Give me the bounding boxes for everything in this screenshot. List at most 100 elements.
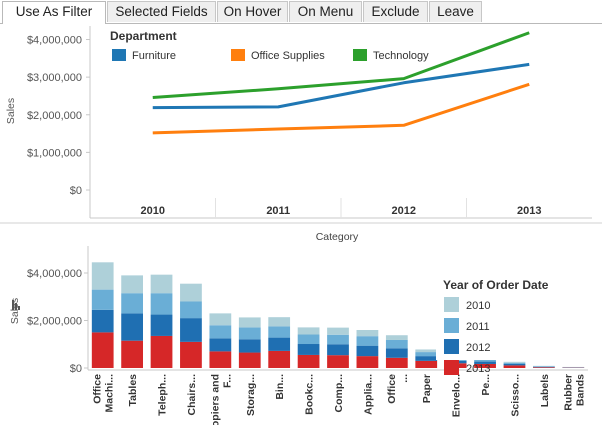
y-axis-label: Sales [5,98,17,124]
x-tick-label: Tables [127,374,139,407]
stacked-bar-chart[interactable]: Category $0 $2,000,000 $4,000,000 Sales Offic… [0,224,602,425]
bar-segment-2010 [415,349,438,353]
bar-segment-2013 [209,351,232,368]
bar-chart-icon-bar [12,300,14,310]
line-chart[interactable]: $0 $1,000,000 $2,000,000 $3,000,000 $4,000,0… [0,24,602,224]
bar-segment-2012 [268,337,291,351]
dashboard: $0 $1,000,000 $2,000,000 $3,000,000 $4,000,0… [0,24,602,425]
bar-segment-2010 [503,361,526,363]
y-tick-label: $0 [70,363,82,375]
bar-segment-2013 [121,340,143,368]
bar-segment-2010 [180,283,202,302]
bar-segment-2013 [385,357,408,368]
bar-segment-2013 [356,356,379,368]
bar-segment-2011 [297,334,320,345]
x-axis-title: Category [316,231,359,243]
x-tick-label: Pe... [480,374,492,396]
legend-swatch [353,49,367,61]
series-line-office-supplies [152,82,530,135]
bar-segment-2012 [121,313,143,341]
tab-use-as-filter[interactable]: Use As Filter [2,1,106,24]
bar-segment-2012 [503,363,526,366]
bar-segment-2011 [150,293,173,315]
bar-segment-2011 [327,334,349,345]
legend-item: 2011 [466,321,490,333]
bar-segment-2010 [238,317,261,328]
bar-segment-2013 [268,350,291,368]
tab-selected-fields[interactable]: Selected Fields [107,1,216,22]
x-tick-label: Labels [539,374,551,407]
bar-segment-2011 [356,336,379,346]
legend-bg [436,274,586,360]
x-tick-label: Applia... [362,374,374,415]
tab-bar: Use As Filter Selected Fields On Hover O… [0,0,602,24]
x-tick-label: Envelo... [451,374,463,417]
bar-chart-icon-bar [18,306,20,310]
tab-exclude[interactable]: Exclude [363,1,428,22]
bar-segment-2013 [238,352,261,368]
bar-segment-2011 [503,362,526,364]
x-tick-label: RubberBands [562,374,586,411]
bar-segment-2013 [503,365,526,368]
bar-segment-2012 [297,344,320,355]
tab-on-menu[interactable]: On Menu [289,1,362,22]
legend-swatch [444,360,459,375]
legend-item: 2013 [466,363,490,375]
x-tick-label: Scisso... [509,374,521,417]
bar-segment-2010 [150,274,173,294]
x-tick-label: 2011 [266,205,290,217]
bar-segment-2011 [474,359,496,362]
legend-swatch [444,318,459,333]
x-tick-label: Teleph... [157,374,169,416]
bar-segment-2010 [91,262,114,290]
legend-item: 2012 [466,342,490,354]
bar-segment-2012 [150,314,173,336]
x-tick-label: Chairs... [186,374,198,416]
bar-segment-2011 [121,293,143,314]
y-tick-label: $3,000,000 [27,72,82,84]
bar-segment-2012 [356,345,379,357]
bar-chart-icon [12,300,20,310]
series-line-furniture [152,62,530,110]
bar-segment-2012 [533,366,555,368]
bar-segment-2011 [268,326,291,338]
bar-segment-2013 [91,332,114,368]
bar-segment-2012 [327,344,349,356]
y-tick-label: $0 [70,185,82,197]
bar-segment-2011 [209,325,232,339]
x-tick-label: Storag... [245,374,257,416]
bar-segment-2010 [121,275,143,294]
bar-segment-2010 [356,330,379,337]
bar-segment-2011 [91,289,114,310]
bar-chart-icon-bar [15,303,17,310]
y-tick-label: $4,000,000 [27,268,82,280]
bar-segment-2010 [268,317,291,327]
bar-segment-2010 [385,335,408,340]
bar-segment-2011 [415,352,438,357]
tab-leave[interactable]: Leave [429,1,482,22]
legend-item: Furniture [132,50,176,62]
legend-item: 2010 [466,300,490,312]
tab-on-hover[interactable]: On Hover [217,1,288,22]
x-tick-label: Paper [421,374,433,403]
bar-segment-2013 [474,363,496,368]
y-tick-label: $2,000,000 [27,316,82,328]
legend-title: Department [110,29,177,43]
bar-segment-2011 [238,327,261,340]
legend-swatch [444,297,459,312]
x-tick-label: Bookc... [304,374,316,415]
bar-segment-2012 [91,309,114,333]
bar-segment-2010 [327,327,349,335]
x-tick-label: OfficeMachi... [92,374,116,413]
legend-item: Technology [373,50,429,62]
bar-segment-2013 [327,355,349,368]
x-tick-label: 2012 [392,205,416,217]
bar-segment-2012 [385,348,408,358]
legend-swatch [444,339,459,354]
y-tick-label: $1,000,000 [27,147,82,159]
bar-segment-2013 [180,341,202,368]
bar-segment-2013 [415,360,438,368]
legend-title: Year of Order Date [443,278,549,292]
x-tick-label: Office... [386,374,410,404]
y-tick-label: $2,000,000 [27,110,82,122]
